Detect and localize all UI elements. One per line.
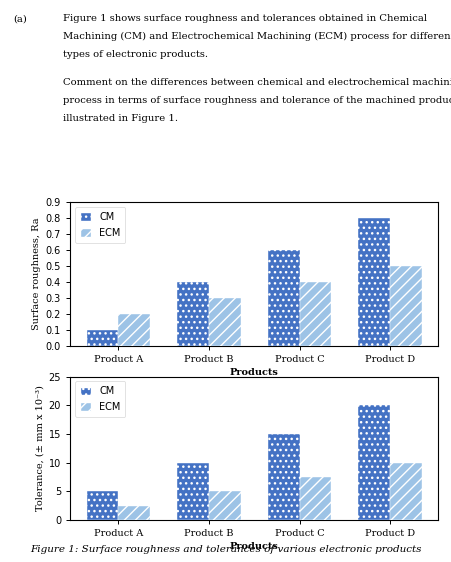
Bar bbox=[177, 282, 208, 346]
Text: Figure 1: Surface roughness and tolerances of various electronic products: Figure 1: Surface roughness and toleranc… bbox=[30, 545, 421, 554]
Bar bbox=[87, 491, 118, 520]
Bar bbox=[358, 218, 389, 346]
Bar bbox=[358, 405, 389, 520]
Bar bbox=[389, 463, 421, 520]
Legend: CM, ECM: CM, ECM bbox=[75, 382, 125, 417]
Bar bbox=[299, 282, 331, 346]
X-axis label: Products: Products bbox=[229, 542, 278, 551]
Bar bbox=[267, 434, 299, 520]
X-axis label: Products: Products bbox=[229, 368, 278, 377]
Bar bbox=[389, 266, 421, 346]
Bar bbox=[87, 330, 118, 346]
Bar bbox=[208, 298, 240, 346]
Y-axis label: Tolerance, (± mm x 10⁻³): Tolerance, (± mm x 10⁻³) bbox=[35, 386, 44, 511]
Text: types of electronic products.: types of electronic products. bbox=[63, 50, 208, 59]
Text: (a): (a) bbox=[14, 14, 28, 23]
Text: process in terms of surface roughness and tolerance of the machined product as: process in terms of surface roughness an… bbox=[63, 96, 451, 105]
Text: Figure 1 shows surface roughness and tolerances obtained in Chemical: Figure 1 shows surface roughness and tol… bbox=[63, 14, 426, 23]
Y-axis label: Surface roughness, Ra: Surface roughness, Ra bbox=[32, 217, 41, 330]
Text: Machining (CM) and Electrochemical Machining (ECM) process for different: Machining (CM) and Electrochemical Machi… bbox=[63, 32, 451, 41]
Bar bbox=[118, 314, 150, 346]
Bar bbox=[208, 491, 240, 520]
Bar bbox=[299, 477, 331, 520]
Text: Comment on the differences between chemical and electrochemical machining: Comment on the differences between chemi… bbox=[63, 78, 451, 87]
Legend: CM, ECM: CM, ECM bbox=[75, 207, 125, 243]
Bar bbox=[177, 463, 208, 520]
Bar bbox=[267, 250, 299, 346]
Bar bbox=[118, 506, 150, 520]
Text: illustrated in Figure 1.: illustrated in Figure 1. bbox=[63, 114, 178, 123]
